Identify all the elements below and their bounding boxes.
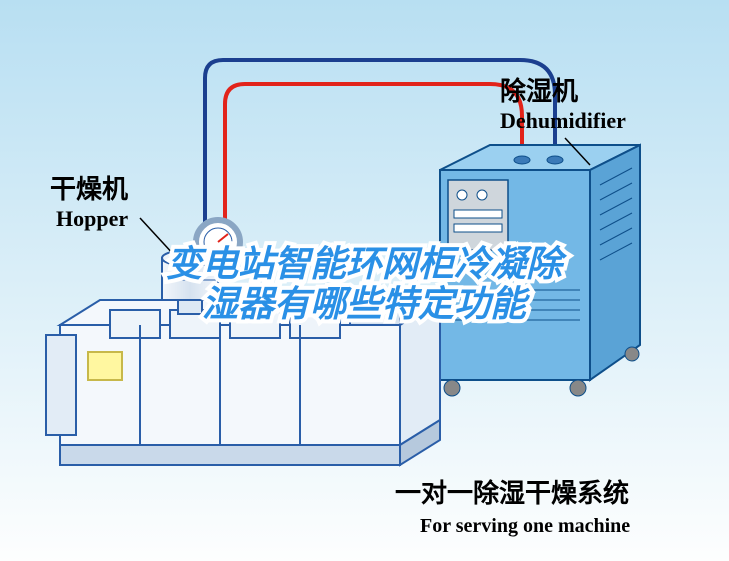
diagram-canvas: 除湿机 Dehumidifier 干燥机 Hopper 一对一除湿干燥系统 Fo… — [0, 0, 729, 561]
overlay-title: 变电站智能环网柜冷凝除 湿器有哪些特定功能 变电站智能环网柜冷凝除 湿器有哪些特… — [166, 243, 568, 324]
dehumidifier-label-en: Dehumidifier — [500, 108, 626, 133]
system-label-cn: 一对一除湿干燥系统 — [395, 478, 629, 508]
svg-text:变电站智能环网柜冷凝除: 变电站智能环网柜冷凝除 — [166, 243, 568, 284]
hopper-label-cn: 干燥机 — [50, 174, 128, 204]
diagram-svg: 除湿机 Dehumidifier 干燥机 Hopper 一对一除湿干燥系统 Fo… — [0, 0, 729, 561]
dehumidifier-label-cn: 除湿机 — [500, 76, 578, 106]
svg-text:湿器有哪些特定功能: 湿器有哪些特定功能 — [202, 283, 531, 324]
system-label-en: For serving one machine — [420, 515, 630, 537]
sticky-note-icon — [88, 352, 122, 380]
extruder-machine — [46, 300, 440, 465]
hopper-label-en: Hopper — [56, 206, 128, 231]
